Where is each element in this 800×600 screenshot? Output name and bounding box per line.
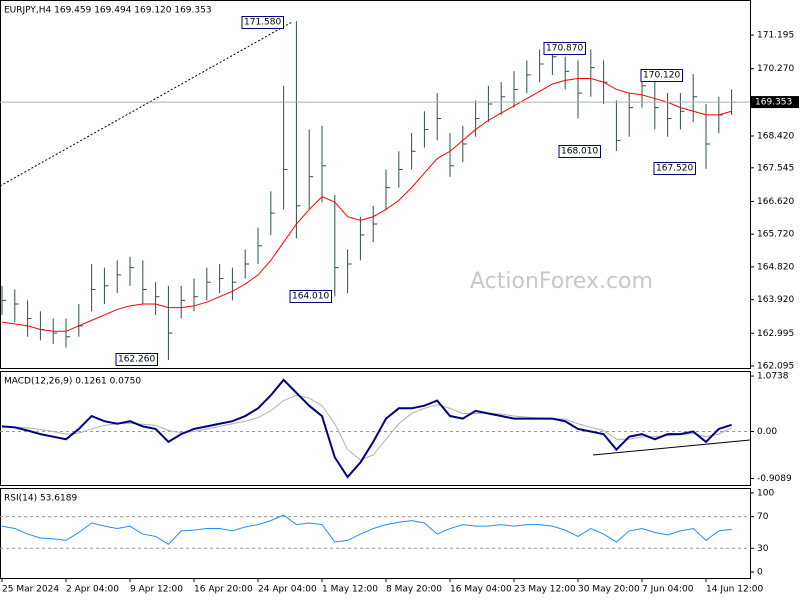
- x-tick-label: 24 Apr 04:00: [258, 585, 317, 595]
- annotation-box: [115, 353, 158, 366]
- panel-frame: [0, 0, 751, 369]
- x-tick-label: 1 May 12:00: [322, 585, 378, 595]
- y-tick-label: 164.820: [757, 262, 794, 272]
- annotation: 168.010: [561, 147, 598, 157]
- watermark: ActionForex.com: [470, 269, 653, 294]
- y-tick-label: 0: [757, 567, 763, 577]
- x-tick-label: 30 May 20:00: [578, 585, 640, 595]
- y-tick-label: 171.195: [757, 31, 794, 41]
- y-tick-label: 1.0738: [757, 372, 789, 382]
- x-tick-label: 25 Mar 2024: [2, 585, 59, 595]
- panel-title: MACD(12,26,9) 0.1261 0.0750: [4, 377, 141, 387]
- x-tick-label: 2 Apr 04:00: [66, 585, 119, 595]
- macd-trend-line: [592, 439, 751, 456]
- annotation-box: [640, 69, 683, 82]
- panel-frame: [0, 488, 751, 579]
- y-tick-label: 30: [757, 544, 769, 554]
- series-line: [1, 78, 732, 332]
- annotation-box: [543, 42, 586, 55]
- annotation-box: [241, 16, 284, 29]
- series-line: [1, 394, 732, 461]
- annotation: 164.010: [292, 292, 329, 302]
- x-tick-label: 23 May 12:00: [514, 585, 576, 595]
- x-tick-label: 16 Apr 20:00: [194, 585, 253, 595]
- x-tick-label: 16 May 04:00: [450, 585, 512, 595]
- x-tick-label: 14 Jun 12:00: [706, 585, 763, 595]
- panel-title: EURJPY,H4 169.459 169.494 169.120 169.35…: [4, 6, 212, 16]
- y-tick-label: 162.095: [757, 362, 794, 372]
- y-tick-label: 168.420: [757, 132, 794, 142]
- y-tick-label: 167.545: [757, 163, 794, 173]
- annotation: 170.120: [643, 71, 680, 81]
- annotation: 167.520: [656, 164, 693, 174]
- annotation-box: [289, 290, 332, 303]
- series-line: [1, 514, 732, 545]
- y-tick-label: 0.00: [757, 427, 777, 437]
- series-line: [1, 378, 732, 479]
- y-tick-label: 100: [757, 488, 774, 498]
- annotation: 171.580: [244, 18, 281, 28]
- x-tick-label: 9 Apr 12:00: [130, 585, 183, 595]
- annotation: 162.260: [118, 355, 155, 365]
- y-tick-label: 162.995: [757, 329, 794, 339]
- y-tick-label: 165.720: [757, 230, 794, 240]
- x-tick-label: 8 May 20:00: [386, 585, 442, 595]
- y-tick-label: 70: [757, 512, 769, 522]
- panel-frame: [0, 371, 751, 486]
- last-price-label: 169.353: [755, 98, 792, 108]
- y-tick-label: 163.920: [757, 295, 794, 305]
- last-price-tag: [751, 96, 799, 109]
- annotation-box: [558, 145, 601, 158]
- annotation: 170.870: [546, 44, 583, 54]
- panel-title: RSI(14) 53.6189: [4, 494, 77, 504]
- annotation-box: [653, 162, 696, 175]
- x-tick-label: 7 Jun 04:00: [642, 585, 694, 595]
- y-tick-label: 170.270: [757, 64, 794, 74]
- y-tick-label: -0.9089: [757, 474, 792, 484]
- y-tick-label: 166.620: [757, 197, 794, 207]
